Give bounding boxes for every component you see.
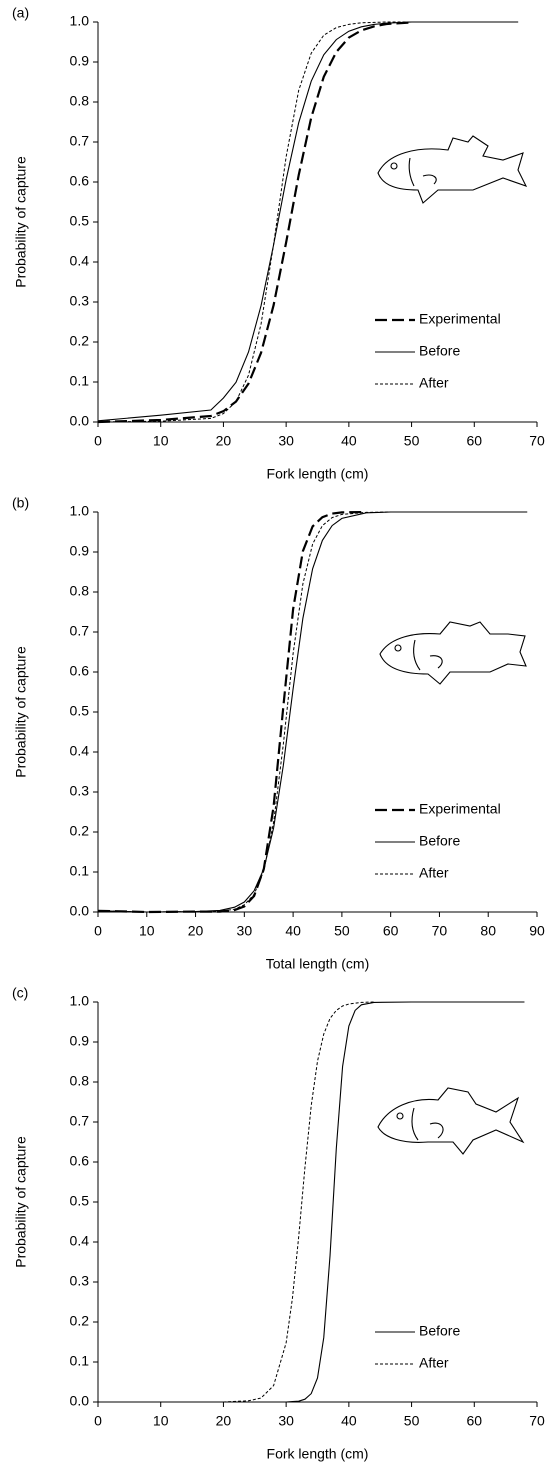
curve bbox=[97, 510, 367, 914]
x-tick-label: 40 bbox=[341, 433, 357, 449]
y-tick-label: 0.1 bbox=[70, 373, 90, 389]
y-tick-label: 0.1 bbox=[70, 1353, 90, 1369]
x-axis-label: Fork length (cm) bbox=[267, 466, 369, 482]
x-tick-label: 60 bbox=[466, 1413, 482, 1429]
y-axis-label: Probability of capture bbox=[13, 156, 29, 288]
y-tick-label: 0.2 bbox=[70, 333, 90, 349]
legend-label: After bbox=[419, 865, 449, 881]
curve bbox=[97, 21, 519, 422]
legend-label: Before bbox=[419, 343, 460, 359]
y-tick-label: 0.2 bbox=[70, 1313, 90, 1329]
y-tick-label: 1.0 bbox=[70, 503, 90, 519]
x-tick-label: 60 bbox=[383, 923, 399, 939]
x-tick-label: 70 bbox=[529, 1413, 545, 1429]
x-tick-label: 20 bbox=[188, 923, 204, 939]
legend-label: Experimental bbox=[419, 311, 501, 327]
x-tick-label: 10 bbox=[139, 923, 155, 939]
legend-label: Before bbox=[419, 833, 460, 849]
y-tick-label: 0.4 bbox=[70, 253, 90, 269]
y-tick-label: 0.0 bbox=[70, 903, 90, 919]
y-tick-label: 0.8 bbox=[70, 1073, 90, 1089]
y-tick-label: 0.4 bbox=[70, 743, 90, 759]
y-tick-label: 0.9 bbox=[70, 1033, 90, 1049]
panel-label: (b) bbox=[12, 495, 29, 511]
legend-label: After bbox=[419, 375, 449, 391]
y-tick-label: 0.7 bbox=[70, 1113, 90, 1129]
x-tick-label: 20 bbox=[216, 433, 232, 449]
x-tick-label: 40 bbox=[341, 1413, 357, 1429]
y-axis-label: Probability of capture bbox=[13, 1136, 29, 1268]
y-tick-label: 1.0 bbox=[70, 993, 90, 1009]
y-tick-label: 0.9 bbox=[70, 53, 90, 69]
curve bbox=[98, 1001, 374, 1403]
x-tick-label: 50 bbox=[404, 1413, 420, 1429]
y-tick-label: 0.5 bbox=[70, 703, 90, 719]
y-tick-label: 0.4 bbox=[70, 1233, 90, 1249]
fish-illustration bbox=[377, 1087, 525, 1155]
x-tick-label: 50 bbox=[404, 433, 420, 449]
y-tick-label: 0.3 bbox=[70, 1273, 90, 1289]
curve bbox=[97, 511, 391, 913]
y-tick-label: 0.3 bbox=[70, 293, 90, 309]
x-tick-label: 60 bbox=[466, 433, 482, 449]
y-tick-label: 0.1 bbox=[70, 863, 90, 879]
y-tick-label: 0.0 bbox=[70, 1393, 90, 1409]
y-tick-label: 0.6 bbox=[70, 663, 90, 679]
x-tick-label: 90 bbox=[529, 923, 545, 939]
fish-illustration bbox=[377, 135, 528, 204]
legend-label: Before bbox=[419, 1323, 460, 1339]
fish-illustration bbox=[379, 621, 527, 685]
y-tick-label: 0.8 bbox=[70, 583, 90, 599]
x-axis-label: Fork length (cm) bbox=[267, 1446, 369, 1462]
curve bbox=[97, 21, 412, 423]
y-tick-label: 0.3 bbox=[70, 783, 90, 799]
x-tick-label: 40 bbox=[285, 923, 301, 939]
y-tick-label: 0.6 bbox=[70, 1153, 90, 1169]
y-tick-label: 0.7 bbox=[70, 133, 90, 149]
x-tick-label: 0 bbox=[94, 1413, 102, 1429]
x-tick-label: 70 bbox=[432, 923, 448, 939]
x-tick-label: 30 bbox=[237, 923, 253, 939]
x-tick-label: 20 bbox=[216, 1413, 232, 1429]
x-tick-label: 0 bbox=[94, 433, 102, 449]
y-tick-label: 0.5 bbox=[70, 213, 90, 229]
y-tick-label: 0.0 bbox=[70, 413, 90, 429]
y-tick-label: 0.5 bbox=[70, 1193, 90, 1209]
x-tick-label: 10 bbox=[153, 433, 169, 449]
x-tick-label: 70 bbox=[529, 433, 545, 449]
x-tick-label: 30 bbox=[278, 433, 294, 449]
y-axis-label: Probability of capture bbox=[13, 646, 29, 778]
y-tick-label: 0.9 bbox=[70, 543, 90, 559]
x-tick-label: 10 bbox=[153, 1413, 169, 1429]
x-tick-label: 80 bbox=[480, 923, 496, 939]
y-tick-label: 1.0 bbox=[70, 13, 90, 29]
panel-label: (a) bbox=[12, 5, 29, 21]
legend-label: After bbox=[419, 1355, 449, 1371]
x-tick-label: 30 bbox=[278, 1413, 294, 1429]
x-tick-label: 0 bbox=[94, 923, 102, 939]
y-tick-label: 0.8 bbox=[70, 93, 90, 109]
x-tick-label: 50 bbox=[334, 923, 350, 939]
y-tick-label: 0.2 bbox=[70, 823, 90, 839]
curve bbox=[98, 1001, 525, 1403]
legend-label: Experimental bbox=[419, 801, 501, 817]
curve bbox=[97, 21, 412, 424]
y-tick-label: 0.7 bbox=[70, 623, 90, 639]
panel-label: (c) bbox=[12, 985, 28, 1001]
y-tick-label: 0.6 bbox=[70, 173, 90, 189]
x-axis-label: Total length (cm) bbox=[266, 956, 369, 972]
curve bbox=[97, 511, 528, 913]
